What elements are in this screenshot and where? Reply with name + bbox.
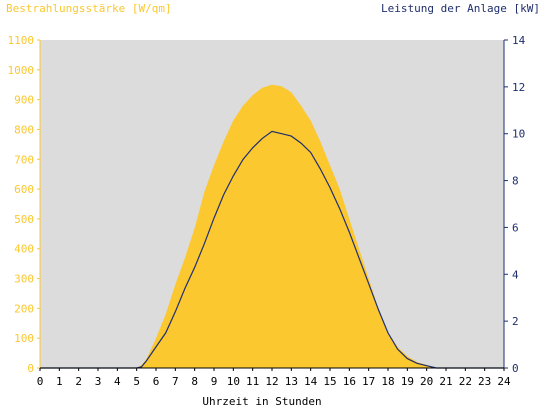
x-tick-label: 10 bbox=[227, 375, 240, 388]
x-tick-label: 6 bbox=[153, 375, 160, 388]
x-axis-label: Uhrzeit in Stunden bbox=[202, 395, 321, 408]
y-tick-right-label: 2 bbox=[512, 315, 519, 328]
y-tick-left-label: 1000 bbox=[8, 64, 35, 77]
y-axis-right-label: Leistung der Anlage [kW] bbox=[381, 2, 540, 15]
y-tick-right-label: 10 bbox=[512, 128, 525, 141]
y-tick-left-label: 700 bbox=[14, 153, 34, 166]
x-tick-label: 1 bbox=[56, 375, 63, 388]
x-tick-label: 14 bbox=[304, 375, 318, 388]
y-tick-right-label: 8 bbox=[512, 175, 519, 188]
y-tick-left-label: 1100 bbox=[8, 34, 35, 47]
x-tick-label: 16 bbox=[343, 375, 356, 388]
y-tick-left-label: 500 bbox=[14, 213, 34, 226]
x-tick-label: 9 bbox=[211, 375, 218, 388]
y-tick-left-label: 400 bbox=[14, 243, 34, 256]
y-tick-left-label: 0 bbox=[27, 362, 34, 375]
x-tick-label: 24 bbox=[497, 375, 511, 388]
x-tick-label: 23 bbox=[478, 375, 491, 388]
x-tick-label: 15 bbox=[323, 375, 336, 388]
x-tick-label: 5 bbox=[133, 375, 140, 388]
y-tick-left-label: 300 bbox=[14, 273, 34, 286]
x-tick-label: 11 bbox=[246, 375, 259, 388]
y-axis-left-label: Bestrahlungsstärke [W/qm] bbox=[6, 2, 172, 15]
x-tick-label: 0 bbox=[37, 375, 44, 388]
x-tick-label: 4 bbox=[114, 375, 121, 388]
y-tick-right-label: 4 bbox=[512, 268, 519, 281]
y-tick-left-label: 600 bbox=[14, 183, 34, 196]
y-tick-right-label: 0 bbox=[512, 362, 519, 375]
axes-layer bbox=[37, 39, 508, 371]
x-tick-label: 18 bbox=[381, 375, 394, 388]
y-tick-left-label: 800 bbox=[14, 123, 34, 136]
x-tick-label: 7 bbox=[172, 375, 179, 388]
power-line bbox=[40, 130, 504, 369]
x-tick-label: 21 bbox=[439, 375, 452, 388]
x-tick-label: 3 bbox=[95, 375, 102, 388]
y-tick-right-label: 14 bbox=[512, 34, 526, 47]
x-tick-label: 19 bbox=[401, 375, 414, 388]
x-tick-label: 8 bbox=[191, 375, 198, 388]
x-tick-label: 22 bbox=[459, 375, 472, 388]
x-tick-label: 20 bbox=[420, 375, 433, 388]
y-tick-right-label: 6 bbox=[512, 221, 519, 234]
ticks-layer: 0100200300400500600700800900100011000246… bbox=[8, 34, 526, 388]
irradiance-area bbox=[40, 84, 504, 368]
series-layer bbox=[40, 84, 504, 369]
y-tick-left-label: 100 bbox=[14, 332, 34, 345]
y-tick-left-label: 200 bbox=[14, 302, 34, 315]
y-tick-right-label: 12 bbox=[512, 81, 525, 94]
y-tick-left-label: 900 bbox=[14, 94, 34, 107]
x-tick-label: 12 bbox=[265, 375, 278, 388]
x-tick-label: 2 bbox=[75, 375, 82, 388]
x-tick-label: 13 bbox=[285, 375, 298, 388]
x-tick-label: 17 bbox=[362, 375, 375, 388]
